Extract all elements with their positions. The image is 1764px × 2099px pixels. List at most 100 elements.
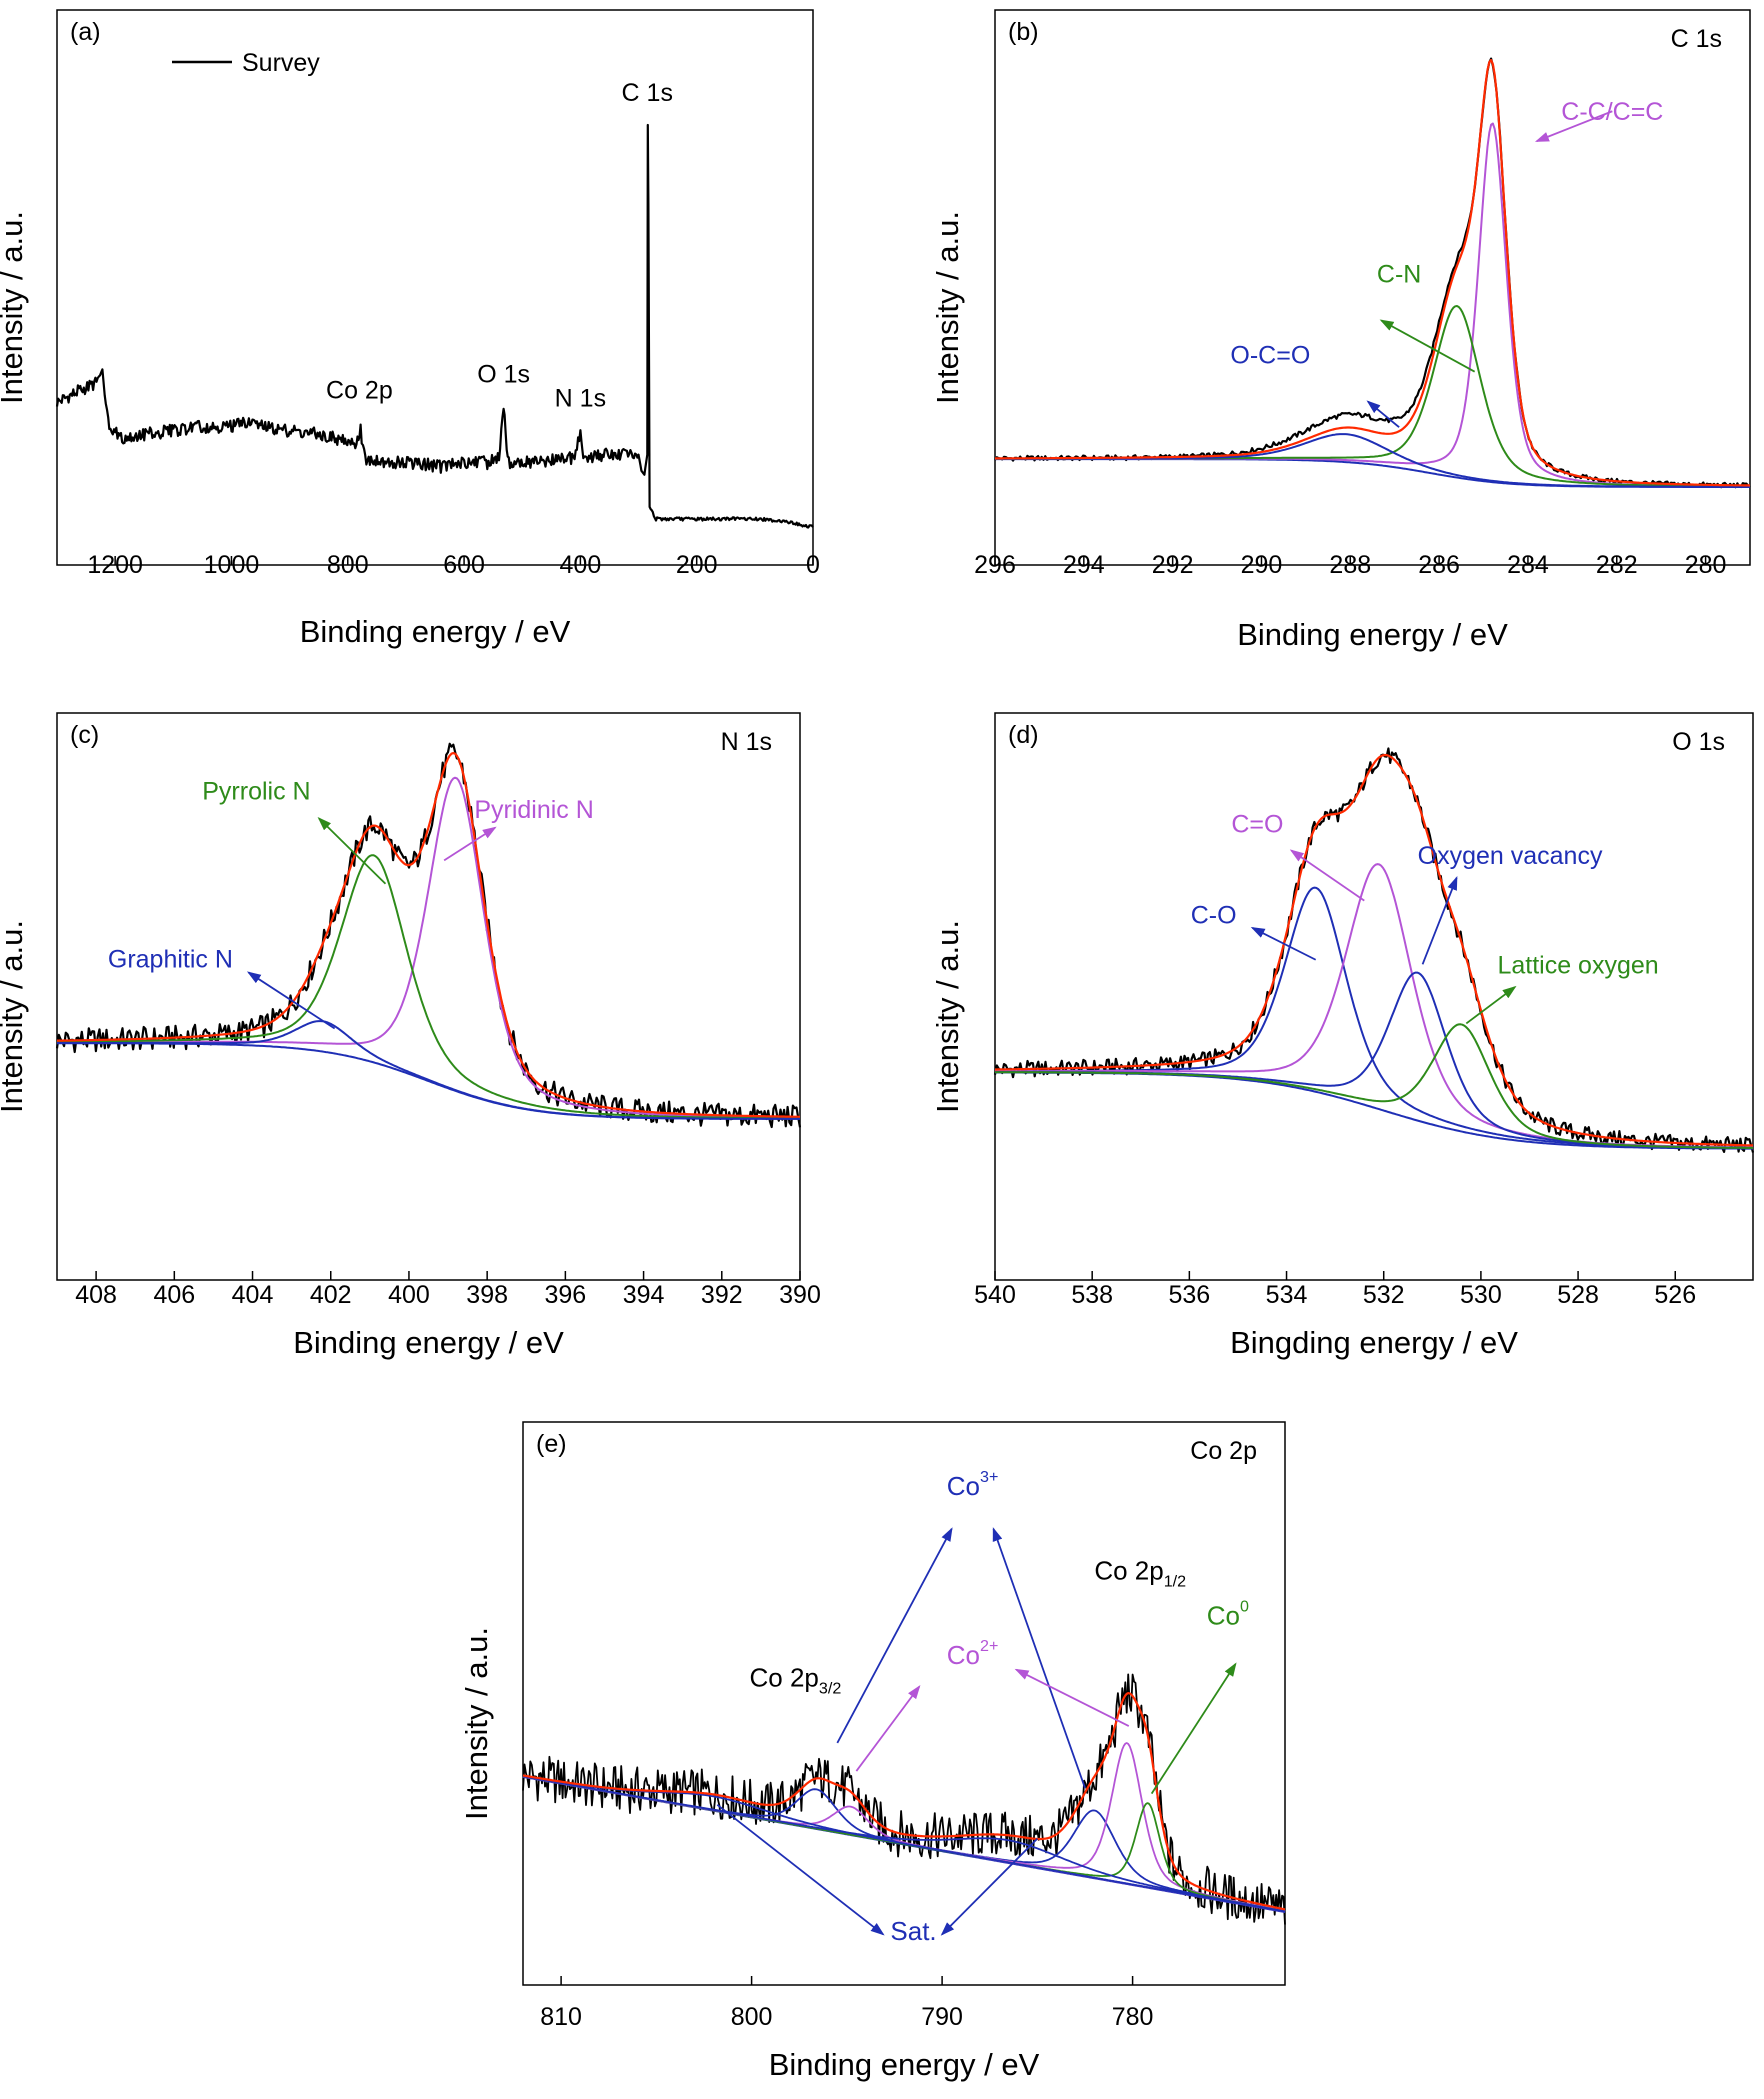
fitted-envelope-line — [522, 1691, 1286, 1911]
annotation-arrow — [1014, 1668, 1130, 1727]
component-peak-line — [995, 1023, 1753, 1149]
annotation-label: Pyrrolic N — [202, 777, 310, 805]
experimental-spectrum-line — [993, 747, 1755, 1154]
x-tick-label: 290 — [1241, 551, 1283, 579]
x-tick-label: 536 — [1168, 1281, 1210, 1309]
x-tick-label: 296 — [974, 551, 1016, 579]
annotation-arrow — [940, 1837, 1038, 1936]
x-tick-label: 398 — [466, 1281, 508, 1309]
x-tick-label: 810 — [540, 2003, 582, 2031]
x-tick-label: 528 — [1557, 1281, 1599, 1309]
x-tick-label: 286 — [1418, 551, 1460, 579]
x-axis-label: Bingding energy / eV — [1230, 1325, 1518, 1360]
annotation-label: Co0 — [1207, 1598, 1249, 1631]
x-tick-label: 400 — [560, 551, 602, 579]
annotation-arrow — [443, 826, 497, 862]
annotation-label: Sat. — [890, 1916, 936, 1946]
y-axis-label: Intensity / a.u. — [459, 1627, 494, 1820]
x-tick-label: 540 — [974, 1281, 1016, 1309]
x-tick-label: 284 — [1507, 551, 1549, 579]
annotation-label: Co 2p1/2 — [1094, 1556, 1186, 1591]
annotation-arrow — [1366, 400, 1400, 428]
annotation-label: Lattice oxygen — [1497, 951, 1658, 979]
annotation-arrow — [1534, 110, 1613, 142]
annotation-arrow — [1421, 875, 1458, 965]
plot-frame — [522, 1421, 1286, 1986]
annotation-label: Graphitic N — [108, 945, 233, 973]
component-peak-line — [57, 1020, 800, 1120]
x-tick-label: 390 — [779, 1281, 821, 1309]
x-tick-label: 294 — [1063, 551, 1105, 579]
x-tick-label: 400 — [388, 1281, 430, 1309]
x-tick-label: 800 — [731, 2003, 773, 2031]
x-tick-label: 530 — [1460, 1281, 1502, 1309]
annotation-label: O 1s — [477, 360, 530, 388]
x-tick-label: 532 — [1363, 1281, 1405, 1309]
fitted-envelope-line — [995, 58, 1751, 487]
panel-b-c1s: 296 294 292 290 288 286 284 282 280 Binding energ… — [930, 9, 1751, 652]
x-tick-label: 790 — [921, 2003, 963, 2031]
annotation-arrow — [716, 1804, 885, 1936]
panel-label: (a) — [70, 18, 101, 46]
x-tick-label: 280 — [1685, 551, 1727, 579]
panel-c-n1s: 408 406 404 402 400 398 396 394 392 390 Binding en… — [0, 712, 821, 1360]
annotation-arrow — [1150, 1662, 1237, 1795]
annotation-label: O-C=O — [1230, 342, 1310, 370]
annotation-label: C 1s — [622, 79, 673, 107]
spectrum-title: O 1s — [1672, 728, 1725, 756]
panel-a-survey: 1200 1000 800 600 400 200 0 Binding energy / eV… — [0, 9, 820, 649]
x-tick-label: 526 — [1654, 1281, 1696, 1309]
annotation-arrow — [1250, 926, 1317, 961]
x-tick-label: 538 — [1071, 1281, 1113, 1309]
annotation-label: C-O — [1191, 901, 1237, 929]
panel-d-o1s: 540 538 536 534 532 530 528 526 Bingding energy … — [930, 712, 1755, 1360]
panel-label: (c) — [70, 721, 99, 749]
x-tick-label: 600 — [443, 551, 485, 579]
x-tick-label: 1000 — [204, 551, 260, 579]
x-tick-label: 404 — [232, 1281, 274, 1309]
panel-e-co2p: 810 800 790 780 Binding energy / eV Intensity… — [459, 1421, 1286, 2082]
background-line — [57, 1042, 800, 1120]
plot-frame — [56, 712, 801, 1281]
x-tick-label: 396 — [545, 1281, 587, 1309]
plot-frame — [994, 9, 1751, 566]
panel-label: (b) — [1008, 18, 1039, 46]
x-tick-label: 800 — [327, 551, 369, 579]
annotation-label: Co2+ — [947, 1637, 999, 1670]
annotation-arrow — [855, 1685, 921, 1772]
experimental-spectrum-line — [522, 1673, 1286, 1925]
annotation-label: N 1s — [555, 384, 606, 412]
x-tick-label: 780 — [1112, 2003, 1154, 2031]
survey-spectrum-line — [55, 123, 814, 529]
annotation-arrow — [836, 1527, 953, 1744]
y-axis-label: Intensity / a.u. — [0, 211, 29, 404]
x-tick-label: 534 — [1266, 1281, 1308, 1309]
annotation-label: Co3+ — [947, 1468, 999, 1501]
annotation-label: Pyridinic N — [474, 796, 593, 824]
x-tick-label: 282 — [1596, 551, 1638, 579]
annotation-label: C-N — [1377, 261, 1421, 289]
annotation-label: C=O — [1231, 810, 1283, 838]
x-tick-label: 292 — [1152, 551, 1194, 579]
panel-label: (e) — [536, 1430, 567, 1458]
component-peak-line — [995, 886, 1753, 1149]
component-peak-line — [57, 854, 800, 1120]
annotation-label: Oxygen vacancy — [1418, 842, 1603, 870]
annotation-arrow — [317, 816, 387, 885]
component-peak-line — [995, 863, 1753, 1149]
background-line — [995, 1071, 1753, 1150]
x-tick-label: 392 — [701, 1281, 743, 1309]
x-tick-label: 394 — [623, 1281, 665, 1309]
annotation-label: Co 2p — [326, 376, 393, 404]
annotation-label: C-C/C=C — [1561, 98, 1663, 126]
panel-label: (d) — [1008, 721, 1039, 749]
plot-frame — [994, 712, 1754, 1281]
spectrum-title: Co 2p — [1190, 1437, 1257, 1465]
plot-frame — [56, 9, 814, 566]
spectrum-title: C 1s — [1671, 25, 1722, 53]
x-tick-label: 288 — [1329, 551, 1371, 579]
annotation-arrow — [1465, 985, 1517, 1025]
annotation-arrow — [992, 1527, 1086, 1789]
annotation-arrow — [1289, 849, 1365, 902]
